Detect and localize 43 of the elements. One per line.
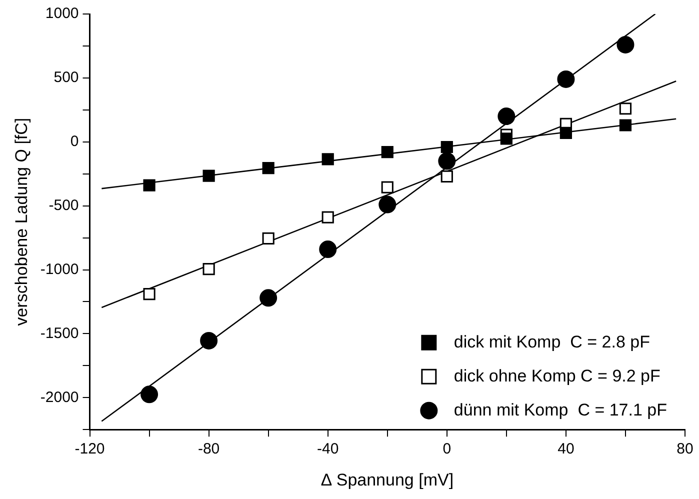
point xyxy=(619,102,632,115)
x-tick-label: -120 xyxy=(74,440,105,458)
y-tick-label: 1000 xyxy=(45,5,79,22)
y-tick-label: -500 xyxy=(48,196,79,214)
y-tick-label: -1500 xyxy=(40,324,79,342)
point xyxy=(440,170,453,182)
point xyxy=(143,288,156,300)
point xyxy=(202,170,215,182)
x-axis-title: ∆ Spannung [mV] xyxy=(321,470,454,490)
point xyxy=(557,70,575,88)
point xyxy=(440,140,453,154)
y-tick-label: 0 xyxy=(70,133,79,150)
point xyxy=(260,289,278,307)
x-tick-label: 80 xyxy=(676,440,694,458)
point xyxy=(381,146,394,158)
point xyxy=(322,153,334,166)
legend-label: dick mit Komp C = 2.8 pF xyxy=(454,332,650,352)
point xyxy=(262,232,274,244)
point xyxy=(381,181,394,194)
y-tick-label: -1000 xyxy=(40,260,79,278)
point xyxy=(319,240,337,258)
point xyxy=(619,119,632,132)
point xyxy=(616,36,634,54)
point xyxy=(262,162,274,174)
point xyxy=(438,152,456,170)
point xyxy=(498,108,516,126)
x-tick-label: -40 xyxy=(317,440,339,458)
y-axis-title: verschobene Ladung Q [fC] xyxy=(12,118,31,326)
point xyxy=(202,263,215,276)
point xyxy=(560,126,572,139)
point xyxy=(500,132,512,145)
x-tick-label: 40 xyxy=(558,440,574,458)
y-tick-label: 500 xyxy=(54,69,79,86)
x-tick-label: 0 xyxy=(442,440,452,458)
point xyxy=(143,179,156,192)
x-tick-label: -80 xyxy=(198,440,220,458)
legend-label: dünn mit Komp C = 17.1 pF xyxy=(454,400,668,420)
point xyxy=(200,332,218,350)
point xyxy=(378,196,396,214)
point xyxy=(140,386,158,404)
y-tick-label: -2000 xyxy=(40,388,79,406)
legend-label: dick ohne Komp C = 9.2 pF xyxy=(454,366,660,386)
point xyxy=(322,211,334,224)
